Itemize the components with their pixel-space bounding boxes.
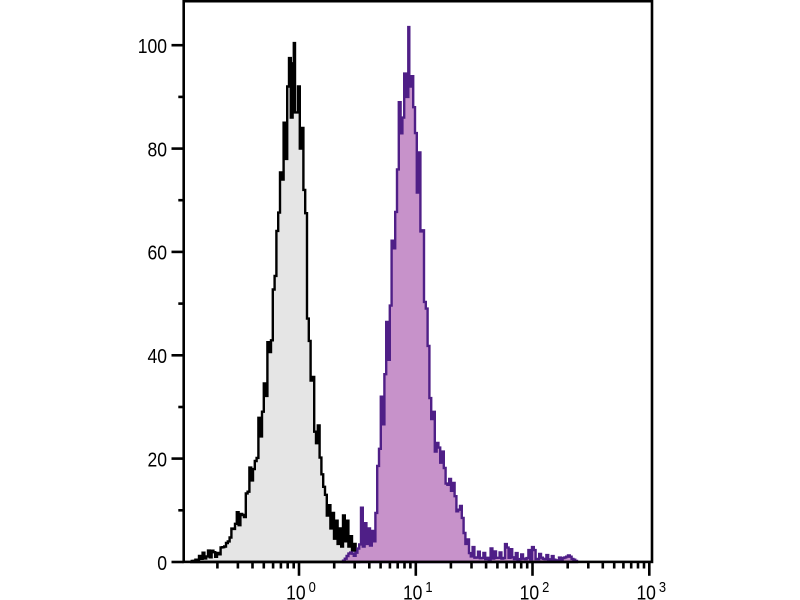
svg-text:0: 0 [157, 553, 167, 575]
svg-text:10: 10 [286, 583, 306, 600]
svg-text:10: 10 [520, 583, 540, 600]
svg-text:60: 60 [148, 243, 168, 265]
svg-text:100: 100 [138, 36, 167, 58]
svg-text:10: 10 [636, 583, 656, 600]
svg-text:40: 40 [148, 346, 168, 368]
svg-text:80: 80 [148, 139, 168, 161]
svg-text:2: 2 [542, 579, 549, 596]
svg-text:20: 20 [148, 449, 168, 471]
svg-text:0: 0 [309, 579, 316, 596]
svg-text:3: 3 [659, 579, 666, 596]
svg-text:1: 1 [425, 579, 432, 596]
svg-text:10: 10 [403, 583, 423, 600]
